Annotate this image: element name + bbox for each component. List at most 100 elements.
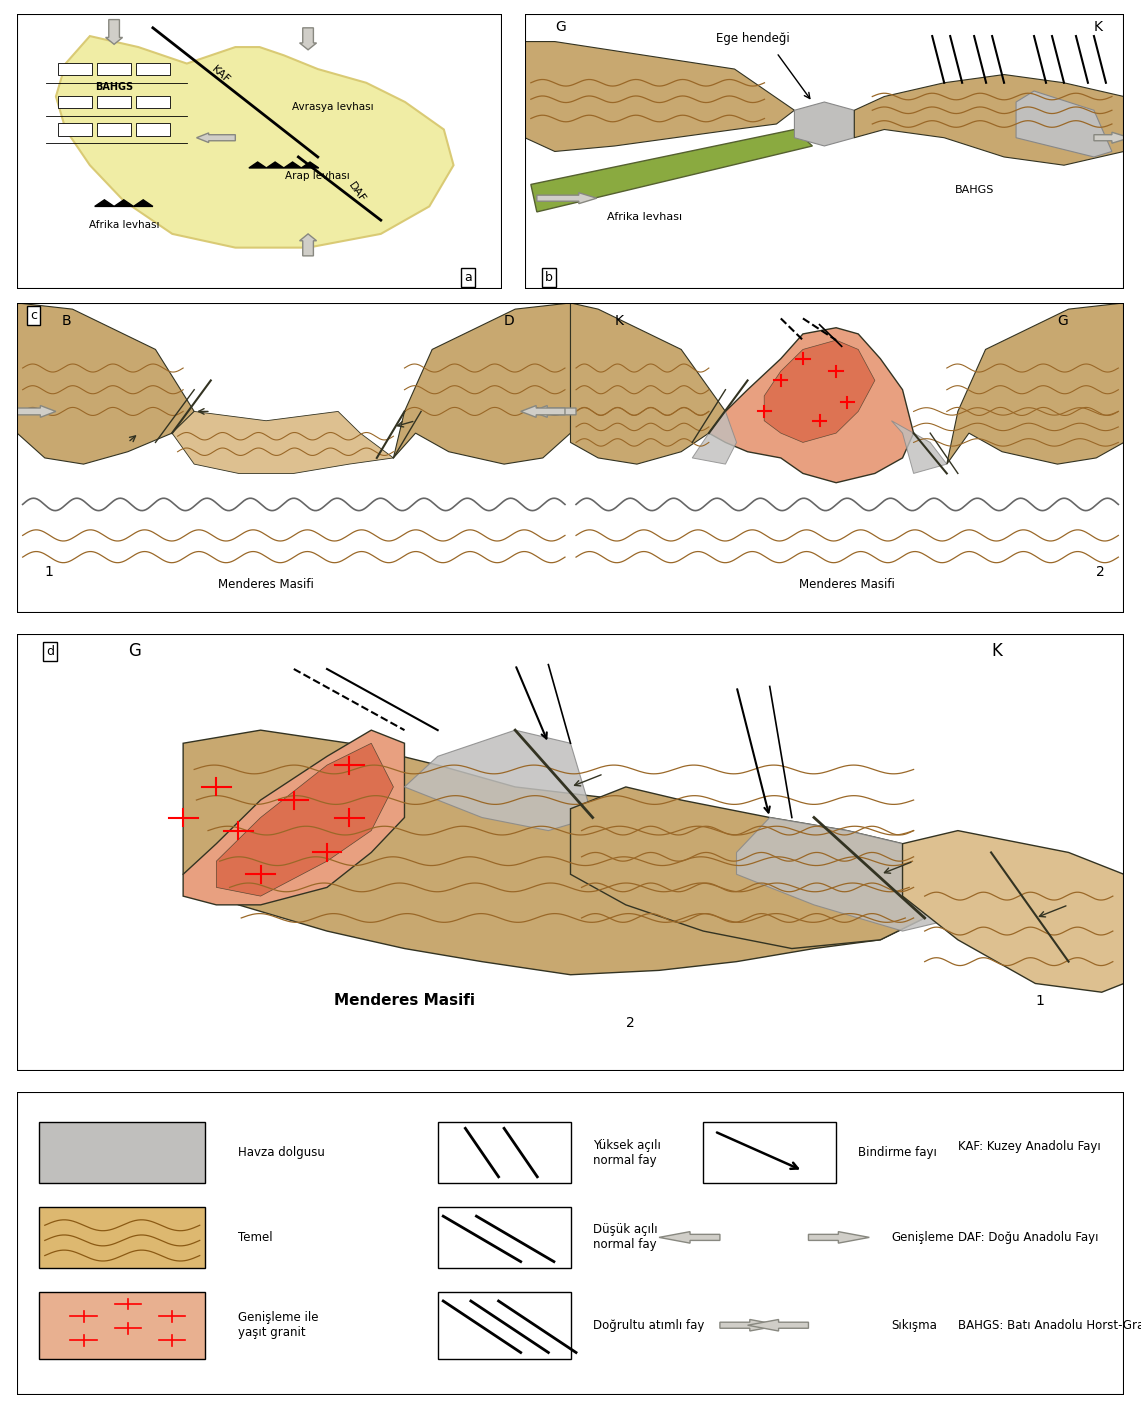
Polygon shape bbox=[266, 162, 284, 168]
Text: Arap levhası: Arap levhası bbox=[285, 170, 350, 180]
Polygon shape bbox=[249, 162, 266, 168]
Bar bbox=[58, 124, 92, 135]
Text: Yüksek açılı
normal fay: Yüksek açılı normal fay bbox=[592, 1138, 661, 1167]
Polygon shape bbox=[405, 730, 592, 830]
Bar bbox=[438, 1208, 570, 1268]
Text: b: b bbox=[545, 272, 552, 285]
Polygon shape bbox=[56, 37, 454, 248]
Text: Menderes Masifi: Menderes Masifi bbox=[334, 993, 475, 1009]
Bar bbox=[17, 1092, 1124, 1395]
FancyArrow shape bbox=[0, 821, 6, 840]
Text: 1: 1 bbox=[44, 565, 54, 579]
Text: d: d bbox=[47, 645, 55, 658]
Text: 1: 1 bbox=[1035, 995, 1044, 1009]
Text: Düşük açılı
normal fay: Düşük açılı normal fay bbox=[592, 1223, 657, 1251]
Polygon shape bbox=[903, 830, 1124, 992]
Bar bbox=[136, 96, 170, 108]
Text: Bindirme fayı: Bindirme fayı bbox=[858, 1146, 937, 1160]
Text: K: K bbox=[615, 314, 624, 328]
Bar bbox=[17, 634, 1124, 1071]
Text: KAF: Kuzey Anadolu Fayı: KAF: Kuzey Anadolu Fayı bbox=[958, 1140, 1101, 1153]
FancyArrow shape bbox=[1130, 406, 1141, 417]
Text: Temel: Temel bbox=[238, 1231, 273, 1244]
Text: Afrika levhası: Afrika levhası bbox=[89, 220, 159, 231]
FancyArrow shape bbox=[11, 406, 56, 417]
Polygon shape bbox=[284, 162, 301, 168]
Text: c: c bbox=[30, 309, 38, 321]
Polygon shape bbox=[737, 817, 958, 931]
FancyArrow shape bbox=[196, 132, 235, 142]
Polygon shape bbox=[709, 328, 914, 483]
Text: Avrasya levhası: Avrasya levhası bbox=[291, 103, 373, 113]
Text: Genişleme ile
yaşıt granit: Genişleme ile yaşıt granit bbox=[238, 1312, 319, 1339]
Bar bbox=[97, 124, 131, 135]
Bar bbox=[136, 63, 170, 75]
Text: BAHGS: BAHGS bbox=[95, 82, 133, 92]
Text: DAF: DAF bbox=[346, 180, 367, 204]
FancyArrow shape bbox=[659, 1231, 720, 1243]
Text: Genişleme: Genişleme bbox=[891, 1231, 954, 1244]
Polygon shape bbox=[133, 200, 153, 206]
Polygon shape bbox=[301, 162, 318, 168]
Polygon shape bbox=[114, 200, 133, 206]
Bar bbox=[58, 96, 92, 108]
Text: Afrika levhası: Afrika levhası bbox=[607, 213, 682, 223]
Polygon shape bbox=[947, 303, 1124, 464]
Text: Ege hendeği: Ege hendeği bbox=[715, 31, 790, 45]
FancyArrow shape bbox=[1094, 132, 1130, 144]
Polygon shape bbox=[764, 340, 875, 442]
Text: a: a bbox=[464, 272, 472, 285]
Text: BAHGS: Batı Anadolu Horst-Graben Sistemi: BAHGS: Batı Anadolu Horst-Graben Sistemi bbox=[958, 1319, 1141, 1332]
Bar bbox=[17, 14, 502, 289]
Polygon shape bbox=[855, 75, 1124, 165]
Text: G: G bbox=[555, 20, 566, 34]
FancyArrow shape bbox=[809, 1231, 869, 1243]
FancyArrow shape bbox=[1135, 909, 1141, 927]
Polygon shape bbox=[17, 303, 194, 464]
Polygon shape bbox=[794, 101, 855, 147]
FancyArrow shape bbox=[520, 406, 565, 417]
Polygon shape bbox=[531, 130, 812, 211]
Text: D: D bbox=[504, 314, 515, 328]
Text: K: K bbox=[1094, 20, 1103, 34]
Text: Sıkışma: Sıkışma bbox=[891, 1319, 938, 1332]
Bar bbox=[17, 303, 1124, 613]
Text: B: B bbox=[62, 314, 71, 328]
Bar bbox=[136, 124, 170, 135]
Polygon shape bbox=[183, 730, 924, 975]
FancyArrow shape bbox=[720, 1319, 780, 1332]
Bar bbox=[58, 63, 92, 75]
Bar bbox=[438, 1122, 570, 1182]
Polygon shape bbox=[394, 303, 570, 464]
Polygon shape bbox=[95, 200, 114, 206]
Polygon shape bbox=[172, 411, 394, 473]
Text: G: G bbox=[1058, 314, 1068, 328]
Polygon shape bbox=[891, 421, 947, 473]
FancyArrow shape bbox=[106, 20, 122, 44]
Bar bbox=[39, 1292, 205, 1358]
Bar bbox=[438, 1292, 570, 1358]
Text: Doğrultu atımlı fay: Doğrultu atımlı fay bbox=[592, 1319, 704, 1332]
Polygon shape bbox=[570, 786, 924, 948]
Text: 2: 2 bbox=[1097, 565, 1104, 579]
FancyArrow shape bbox=[532, 406, 576, 417]
Bar bbox=[39, 1122, 205, 1182]
Text: K: K bbox=[992, 643, 1002, 659]
FancyArrow shape bbox=[747, 1319, 809, 1332]
Polygon shape bbox=[183, 730, 405, 905]
Text: Menderes Masifi: Menderes Masifi bbox=[218, 578, 314, 592]
Polygon shape bbox=[217, 744, 394, 896]
FancyArrow shape bbox=[300, 28, 316, 49]
FancyArrow shape bbox=[537, 193, 597, 204]
Polygon shape bbox=[570, 303, 726, 464]
Text: BAHGS: BAHGS bbox=[954, 185, 994, 194]
Text: Havza dolgusu: Havza dolgusu bbox=[238, 1146, 325, 1160]
Text: KAF: KAF bbox=[210, 63, 232, 86]
Text: G: G bbox=[128, 643, 140, 659]
Text: Menderes Masifi: Menderes Masifi bbox=[799, 578, 896, 592]
Polygon shape bbox=[693, 411, 737, 464]
FancyArrow shape bbox=[300, 234, 316, 256]
Bar bbox=[39, 1208, 205, 1268]
Bar bbox=[97, 63, 131, 75]
Text: 2: 2 bbox=[626, 1016, 634, 1030]
